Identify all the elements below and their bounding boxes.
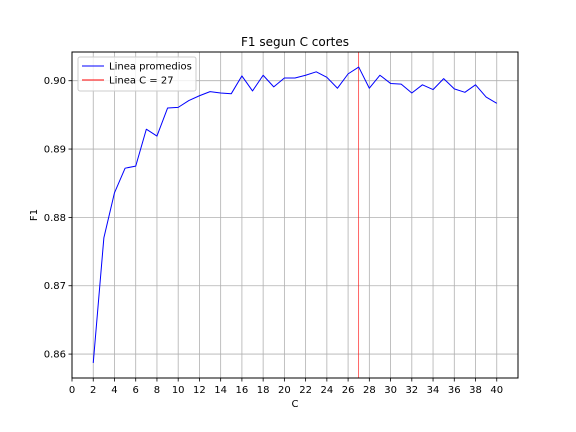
x-tick-label: 34 [427, 385, 440, 396]
x-axis-ticks: 0 2 4 6 8 10 12 14 16 18 20 22 24 26 28 30 32 34 36 38 40 [69, 378, 503, 396]
x-tick-label: 6 [133, 385, 139, 396]
series-line-promedios [92, 66, 498, 364]
x-tick-label: 14 [214, 385, 227, 396]
x-tick-label: 40 [490, 385, 503, 396]
x-tick-label: 18 [257, 385, 270, 396]
y-axis-label: F1 [29, 209, 40, 221]
y-tick-label: 0.89 [44, 145, 66, 156]
x-tick-label: 28 [363, 385, 376, 396]
x-tick-label: 2 [90, 385, 96, 396]
x-tick-label: 4 [111, 385, 117, 396]
legend-label-vline: Linea C = 27 [109, 76, 174, 87]
y-tick-label: 0.86 [44, 350, 66, 361]
x-tick-label: 8 [154, 385, 160, 396]
x-axis-label: C [292, 399, 299, 410]
y-tick-label: 0.90 [44, 76, 66, 87]
y-tick-label: 0.88 [44, 213, 66, 224]
y-tick-label: 0.87 [44, 281, 66, 292]
legend-label-promedios: Linea promedios [109, 62, 192, 73]
grid [71, 52, 518, 378]
legend-box [77, 56, 197, 92]
x-tick-label: 0 [69, 385, 75, 396]
x-tick-label: 32 [405, 385, 418, 396]
x-tick-label: 26 [342, 385, 355, 396]
x-tick-label: 30 [384, 385, 397, 396]
x-tick-label: 24 [320, 385, 333, 396]
x-tick-label: 38 [469, 385, 482, 396]
x-tick-label: 36 [448, 385, 461, 396]
legend: Linea promedios Linea C = 27 [77, 56, 197, 92]
chart-title: F1 segun C cortes [241, 35, 349, 49]
x-tick-label: 16 [236, 385, 249, 396]
x-tick-label: 12 [193, 385, 206, 396]
x-tick-label: 10 [172, 385, 185, 396]
x-tick-label: 22 [299, 385, 312, 396]
x-tick-label: 20 [278, 385, 291, 396]
series-layer [92, 66, 498, 364]
y-axis-ticks: 0.86 0.87 0.88 0.89 0.90 [44, 76, 72, 361]
plot-frame [71, 51, 519, 379]
